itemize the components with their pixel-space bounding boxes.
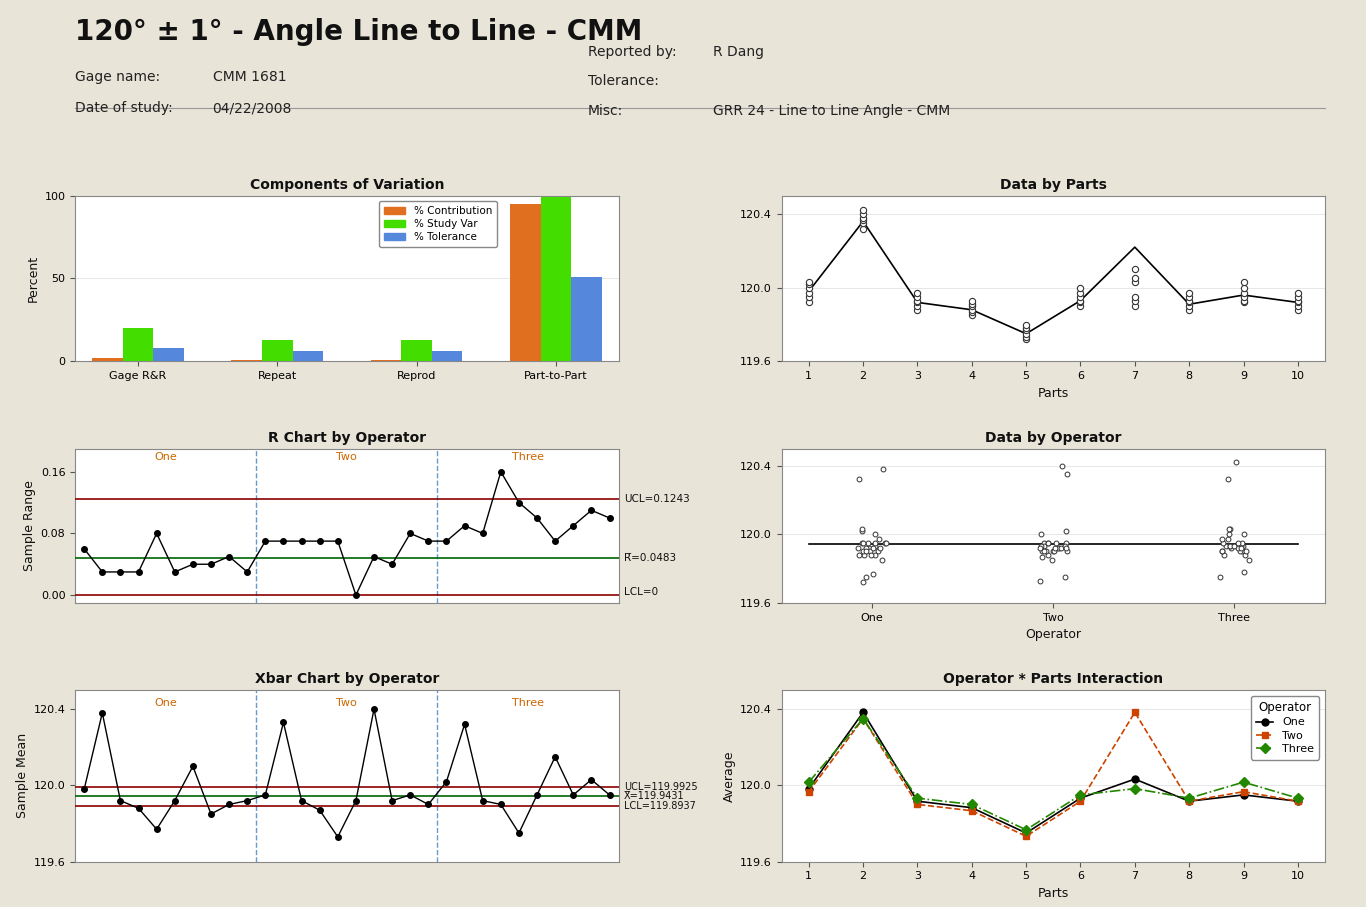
Text: X̅=119.9431: X̅=119.9431 [624,791,684,801]
Title: Data by Operator: Data by Operator [985,431,1121,444]
Three [1018,824,1034,835]
Two [1127,707,1143,717]
Two [1182,795,1198,806]
One [800,783,817,794]
Bar [541,197,571,361]
Text: Two: Two [336,452,358,462]
Title: Xbar Chart by Operator: Xbar Chart by Operator [254,672,438,686]
Text: 120° ± 1° - Angle Line to Line - CMM: 120° ± 1° - Angle Line to Line - CMM [75,18,642,46]
Text: One: One [154,697,178,707]
Text: R Dang: R Dang [713,45,764,59]
Three [800,776,817,787]
Y-axis label: Percent: Percent [27,255,40,302]
Three [1127,783,1143,794]
Text: Date of study:: Date of study: [75,101,173,115]
Two [855,713,872,724]
X-axis label: Parts: Parts [1038,386,1070,400]
Three [1235,776,1251,787]
Two [1290,795,1306,806]
Three [1290,793,1306,804]
One [1182,795,1198,806]
Three [963,799,979,810]
Text: Misc:: Misc: [587,103,623,118]
Bar [262,340,292,361]
Y-axis label: Average: Average [723,750,736,802]
Two [1235,786,1251,797]
Two [800,786,817,797]
Bar [370,360,402,361]
Bar [123,328,153,361]
Title: Data by Parts: Data by Parts [1000,178,1106,191]
Text: Three: Three [512,452,544,462]
Text: UCL=119.9925: UCL=119.9925 [624,782,698,792]
Text: Reported by:: Reported by: [587,45,676,59]
Text: UCL=0.1243: UCL=0.1243 [624,494,690,504]
Legend: One, Two, Three: One, Two, Three [1251,696,1320,760]
One [1127,774,1143,785]
Two [1018,831,1034,842]
Bar [432,351,463,361]
Two [1072,795,1089,806]
Text: One: One [154,452,178,462]
One [1018,827,1034,838]
Text: 04/22/2008: 04/22/2008 [213,101,292,115]
Text: Two: Two [336,697,358,707]
Text: CMM 1681: CMM 1681 [213,71,287,84]
Legend: % Contribution, % Study Var, % Tolerance: % Contribution, % Study Var, % Tolerance [380,200,497,248]
One [1235,789,1251,800]
Text: GRR 24 - Line to Line Angle - CMM: GRR 24 - Line to Line Angle - CMM [713,103,949,118]
Y-axis label: Sample Range: Sample Range [23,481,37,571]
Line: One: One [806,709,1302,836]
Bar [231,360,262,361]
Line: Two: Two [806,709,1302,840]
X-axis label: Parts: Parts [1038,887,1070,900]
Title: R Chart by Operator: R Chart by Operator [268,431,426,444]
Two [963,805,979,816]
Two [910,799,926,810]
Bar [571,277,602,361]
Bar [402,340,432,361]
Title: Components of Variation: Components of Variation [250,178,444,191]
Three [910,793,926,804]
Title: Operator * Parts Interaction: Operator * Parts Interaction [944,672,1164,686]
One [910,795,926,806]
One [855,707,872,717]
One [1290,795,1306,806]
Bar [153,348,184,361]
Three [1182,793,1198,804]
Text: Three: Three [512,697,544,707]
Three [855,713,872,724]
Line: Three: Three [806,715,1302,834]
Bar [92,358,123,361]
Bar [510,204,541,361]
Y-axis label: Sample Mean: Sample Mean [16,733,29,818]
Text: Tolerance:: Tolerance: [587,74,658,88]
Text: LCL=0: LCL=0 [624,587,658,597]
One [1072,793,1089,804]
Three [1072,789,1089,800]
Text: R̅=0.0483: R̅=0.0483 [624,553,676,563]
One [963,803,979,814]
Text: Gage name:: Gage name: [75,71,160,84]
X-axis label: Operator: Operator [1026,628,1082,641]
Text: LCL=119.8937: LCL=119.8937 [624,801,695,811]
Bar [292,351,324,361]
